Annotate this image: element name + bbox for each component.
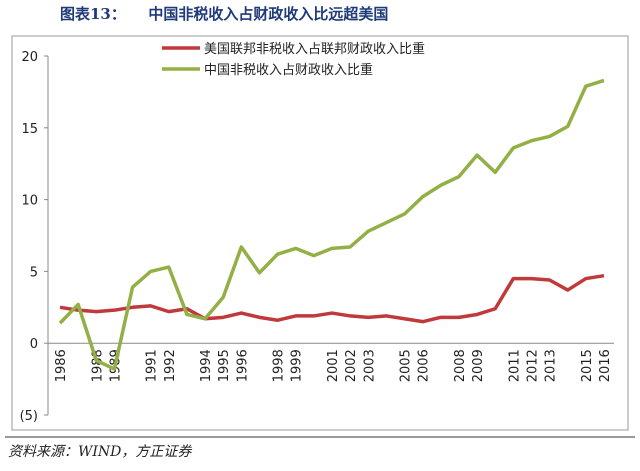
y-tick-label: 10 bbox=[21, 194, 38, 209]
x-tick-label: 1991 bbox=[145, 349, 160, 382]
x-tick-label: 2013 bbox=[544, 349, 559, 382]
legend-label: 中国非税收入占财政收入比重 bbox=[204, 62, 373, 78]
x-tick-label: 2016 bbox=[598, 349, 613, 382]
x-tick-label: 2008 bbox=[453, 349, 468, 382]
y-tick-label: 15 bbox=[21, 122, 38, 137]
x-tick-label: 2005 bbox=[399, 349, 414, 382]
x-tick-label: 2011 bbox=[507, 349, 522, 382]
x-tick-label: 1994 bbox=[199, 349, 214, 382]
chart-title: 图表13： 中国非税收入占财政收入比远超美国 bbox=[60, 5, 388, 23]
x-tick-label: 1992 bbox=[163, 349, 178, 382]
data-line bbox=[58, 78, 605, 371]
chart-frame bbox=[11, 35, 629, 431]
x-tick-label: 1995 bbox=[217, 349, 232, 382]
y-tick-label: (5) bbox=[20, 409, 38, 424]
x-tick-label: 2015 bbox=[580, 349, 595, 382]
legend-label: 美国联邦非税收入占联邦财政收入比重 bbox=[204, 41, 425, 57]
source: 资料来源：WIND，方正证券 bbox=[8, 444, 192, 460]
y-tick-label: 20 bbox=[21, 50, 38, 65]
y-tick-label: 0 bbox=[30, 337, 38, 352]
x-tick-label: 1999 bbox=[290, 349, 305, 382]
x-tick-label: 2009 bbox=[471, 349, 486, 382]
x-tick-label: 1986 bbox=[54, 349, 69, 382]
x-tick-label: 2003 bbox=[362, 349, 377, 382]
x-tick-label: 2006 bbox=[417, 349, 432, 382]
x-tick-label: 2001 bbox=[326, 349, 341, 382]
data-line bbox=[59, 273, 605, 324]
x-tick-label: 2002 bbox=[344, 349, 359, 382]
y-tick-label: 5 bbox=[30, 265, 38, 280]
x-tick-label: 2012 bbox=[525, 349, 540, 382]
x-tick-label: 1998 bbox=[272, 349, 287, 382]
x-tick-label: 1996 bbox=[235, 349, 250, 382]
